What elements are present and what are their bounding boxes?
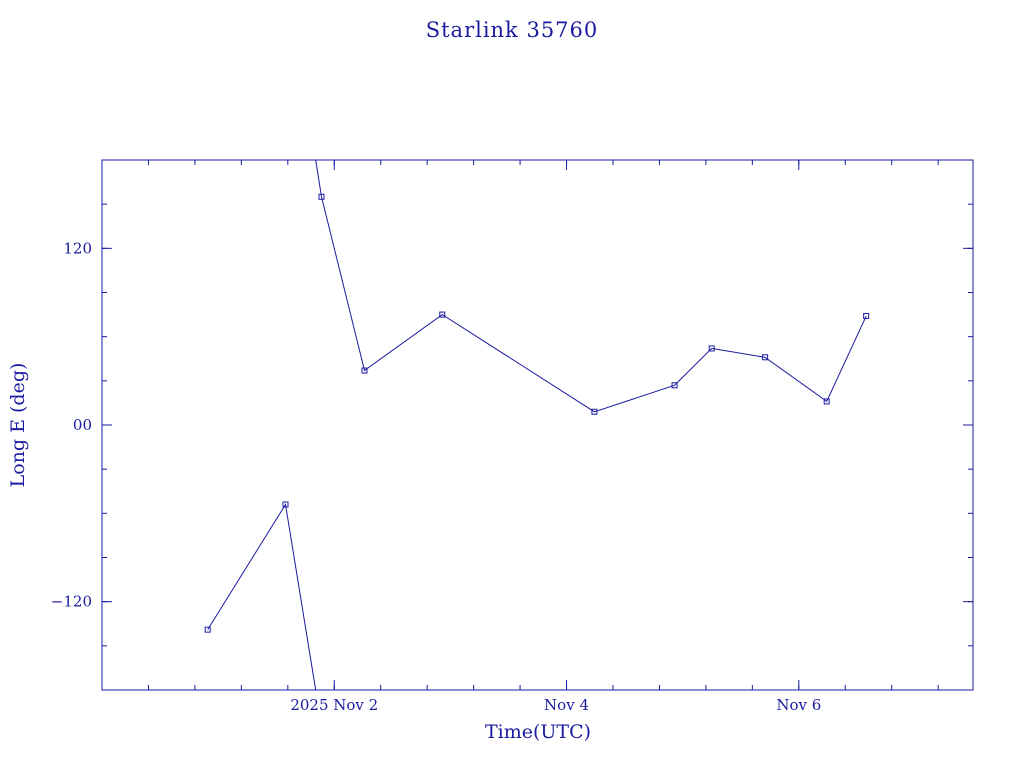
- chart-title: Starlink 35760: [426, 18, 599, 42]
- x-tick-label: Nov 6: [776, 696, 821, 714]
- data-point: [708, 345, 715, 352]
- y-axis-label: Long E (deg): [7, 363, 29, 488]
- data-point: [863, 313, 870, 320]
- data-point: [439, 311, 446, 318]
- data-point: [282, 501, 289, 508]
- axis-ticks: [102, 160, 973, 690]
- y-tick-label: 120: [63, 239, 92, 257]
- data-point: [318, 193, 325, 200]
- series-line-segment: [315, 159, 867, 413]
- data-point: [204, 626, 211, 633]
- series-line-segment: [207, 503, 317, 691]
- plot-frame: [101, 159, 974, 691]
- x-tick-label: Nov 4: [544, 696, 589, 714]
- data-point: [671, 382, 678, 389]
- data-point: [823, 398, 830, 405]
- y-tick-label: 00: [73, 416, 92, 434]
- axis-tick-labels: 2025 Nov 2 Nov 4 Nov 6 120 00 −120: [51, 239, 821, 714]
- data-point: [762, 354, 769, 361]
- x-axis-label: Time(UTC): [485, 721, 591, 743]
- data-point: [591, 408, 598, 415]
- series-longitude: [204, 159, 870, 691]
- data-point: [361, 367, 368, 374]
- y-tick-label: −120: [51, 593, 92, 611]
- x-tick-label: 2025 Nov 2: [290, 696, 378, 714]
